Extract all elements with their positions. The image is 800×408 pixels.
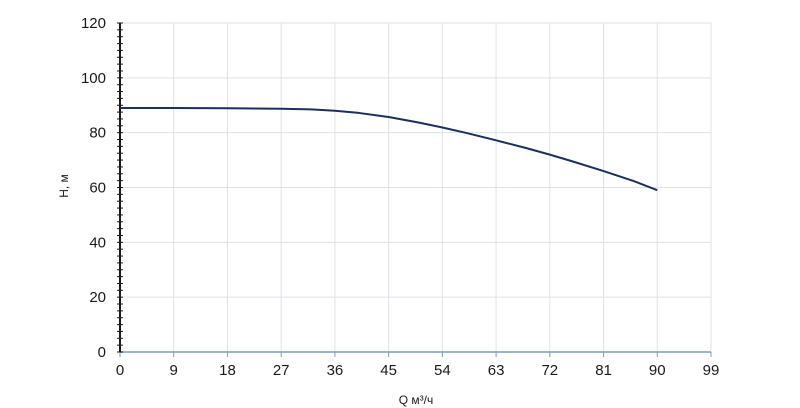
- x-tick-label: 63: [488, 362, 505, 379]
- axes: [117, 22, 712, 357]
- y-tick-label: 20: [89, 289, 106, 306]
- y-axis-title: H, м: [57, 174, 71, 198]
- series-line: [120, 106, 658, 192]
- x-tick-label: 81: [595, 362, 612, 379]
- x-tick-label: 54: [434, 362, 451, 379]
- x-tick-label: 27: [273, 362, 290, 379]
- x-tick-label: 45: [380, 362, 397, 379]
- tick-labels: 0 9 18 27 36 45 54 63 72 81 90 99 0 20 40 60 80 100 120: [81, 15, 719, 379]
- x-tick-label: 18: [219, 362, 236, 379]
- y-tick-label: 120: [81, 15, 106, 32]
- y-tick-label: 0: [98, 344, 106, 361]
- y-tick-label: 60: [89, 180, 106, 197]
- x-axis-title: Q м³/ч: [399, 393, 434, 407]
- grid: [120, 22, 712, 352]
- y-tick-label: 40: [89, 234, 106, 251]
- x-tick-label: 36: [327, 362, 344, 379]
- series-layer: [120, 106, 658, 192]
- x-tick-label: 90: [649, 362, 666, 379]
- y-tick-label: 80: [89, 125, 106, 142]
- x-tick-label: 0: [116, 362, 124, 379]
- x-tick-label: 72: [541, 362, 558, 379]
- x-tick-label: 99: [703, 362, 720, 379]
- y-tick-label: 100: [81, 70, 106, 87]
- x-tick-label: 9: [170, 362, 178, 379]
